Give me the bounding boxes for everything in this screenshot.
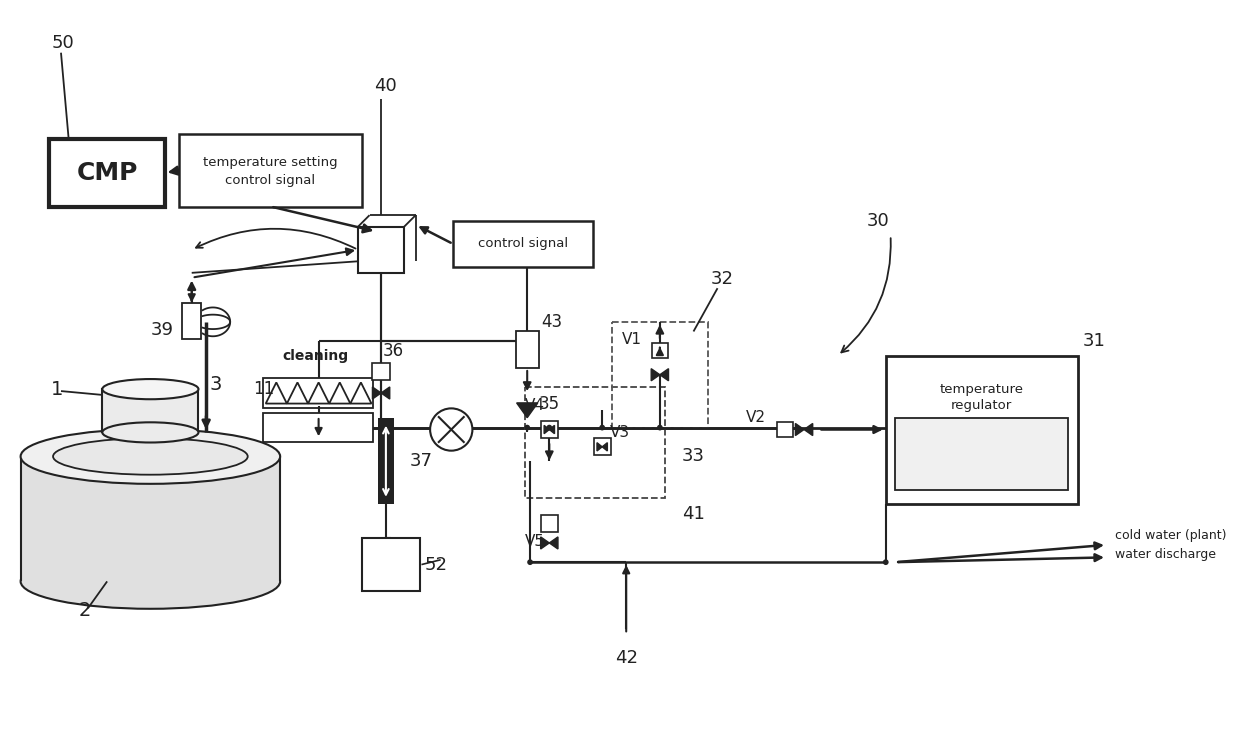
Bar — [180, 135, 362, 207]
Bar — [516, 331, 538, 368]
Text: 36: 36 — [383, 342, 404, 360]
Text: V4: V4 — [526, 398, 546, 413]
Text: 80℃: 80℃ — [955, 434, 1008, 454]
Circle shape — [547, 425, 552, 431]
Polygon shape — [541, 537, 549, 549]
Bar — [777, 422, 792, 437]
Text: V1: V1 — [621, 332, 641, 347]
Circle shape — [657, 425, 662, 431]
Bar — [362, 538, 419, 591]
Polygon shape — [549, 425, 554, 434]
Text: 30: 30 — [867, 212, 889, 230]
Text: V2: V2 — [746, 411, 766, 425]
Bar — [263, 378, 373, 408]
Ellipse shape — [103, 379, 198, 399]
Text: cleaning: cleaning — [281, 349, 348, 363]
Bar — [611, 322, 708, 428]
Text: 50: 50 — [51, 34, 74, 52]
Circle shape — [430, 408, 472, 450]
Text: control signal: control signal — [477, 238, 568, 250]
Text: 35: 35 — [538, 394, 559, 413]
Text: 2: 2 — [78, 601, 91, 620]
Polygon shape — [651, 369, 660, 381]
Text: 33: 33 — [682, 447, 706, 465]
Polygon shape — [596, 442, 603, 451]
Text: 37: 37 — [410, 452, 433, 470]
Polygon shape — [549, 537, 558, 549]
Ellipse shape — [21, 554, 280, 609]
Text: temperature setting: temperature setting — [203, 156, 337, 169]
Text: control signal: control signal — [226, 174, 316, 186]
Bar — [103, 389, 198, 433]
Bar — [50, 139, 165, 207]
Ellipse shape — [21, 429, 280, 484]
Bar — [594, 438, 611, 456]
Circle shape — [527, 559, 533, 565]
Text: regulator: regulator — [951, 399, 1013, 412]
Bar — [372, 363, 389, 381]
Text: 11: 11 — [253, 381, 274, 398]
Bar — [21, 456, 280, 581]
Bar — [526, 387, 665, 498]
Bar — [652, 343, 667, 358]
Polygon shape — [544, 425, 549, 434]
Text: 40: 40 — [374, 77, 397, 96]
Text: 1: 1 — [51, 380, 63, 399]
Text: cold water (plant): cold water (plant) — [1115, 528, 1226, 542]
Bar — [453, 221, 593, 267]
Bar — [378, 418, 393, 504]
Ellipse shape — [103, 422, 198, 442]
Text: 31: 31 — [1083, 332, 1106, 350]
Circle shape — [883, 559, 889, 565]
Bar — [541, 421, 558, 438]
Bar — [358, 227, 404, 273]
Bar — [182, 302, 201, 339]
Polygon shape — [795, 423, 804, 436]
Bar — [263, 413, 373, 442]
Polygon shape — [372, 387, 381, 399]
Polygon shape — [603, 442, 608, 451]
Text: CMP: CMP — [77, 161, 138, 185]
Ellipse shape — [53, 438, 248, 475]
Text: 39: 39 — [150, 321, 174, 339]
Text: 41: 41 — [682, 505, 704, 523]
Text: water discharge: water discharge — [1115, 548, 1215, 561]
Text: 42: 42 — [615, 649, 637, 668]
Bar — [541, 515, 558, 532]
Polygon shape — [804, 423, 812, 436]
Text: 3: 3 — [210, 375, 222, 394]
Text: 43: 43 — [542, 313, 563, 331]
Text: 32: 32 — [711, 269, 734, 288]
Bar — [885, 355, 1078, 504]
Polygon shape — [381, 387, 389, 399]
Text: V5: V5 — [526, 534, 546, 548]
Circle shape — [599, 425, 605, 431]
Polygon shape — [517, 403, 538, 418]
Text: temperature: temperature — [940, 383, 1024, 396]
Polygon shape — [660, 369, 668, 381]
Circle shape — [525, 425, 529, 431]
Text: 52: 52 — [424, 556, 448, 573]
Text: V3: V3 — [610, 425, 630, 440]
Bar — [895, 418, 1069, 490]
